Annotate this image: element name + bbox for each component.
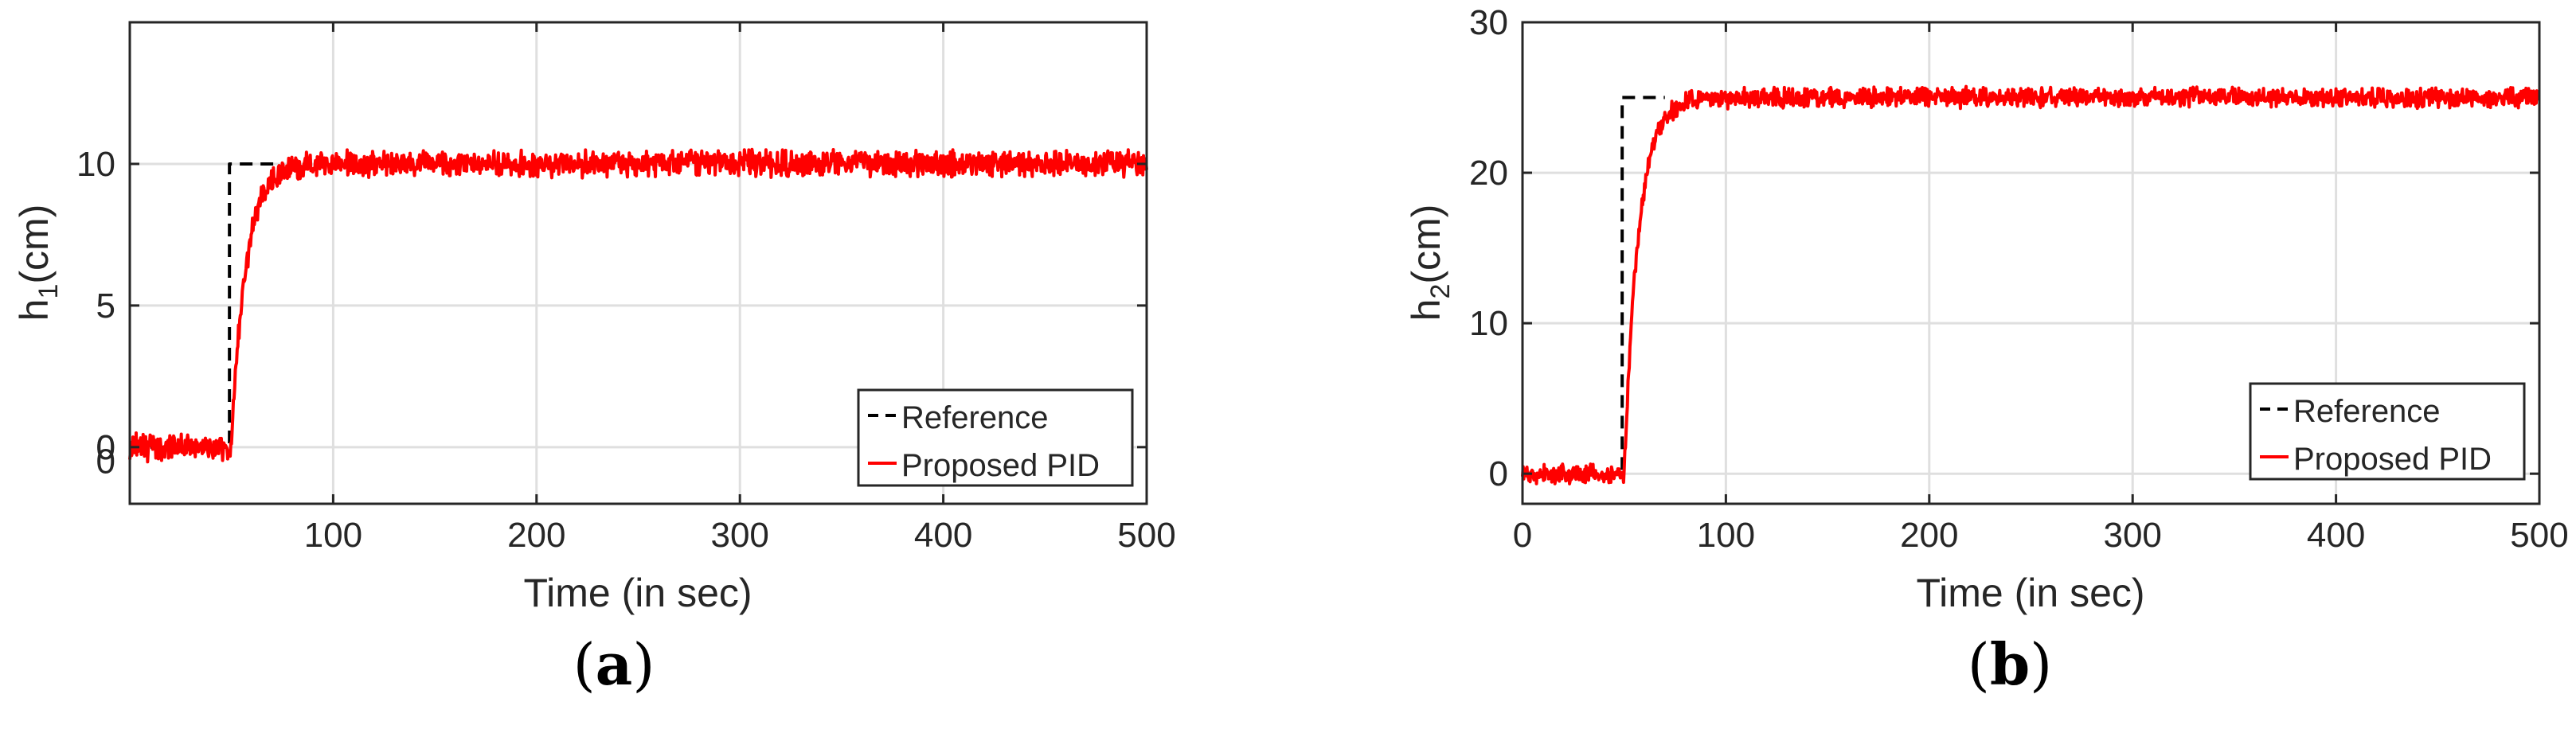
chart-a-ylabel-base: h: [12, 299, 57, 322]
chart-a-xtick-label: 400: [914, 516, 972, 555]
chart-a-legend-reference-label: Reference: [901, 400, 1049, 435]
chart-b-legend-box: [2249, 382, 2526, 481]
chart-a-ytick-label: 0: [96, 443, 115, 482]
chart-b-legend-reference-label: Reference: [2293, 394, 2441, 429]
chart-b-xtick-label: 400: [2307, 516, 2365, 555]
chart-panel-b: 0 100 200 300 400 500 0 10 20 30 Time (in sec) h2…: [1404, 3, 2569, 615]
chart-b-xtick-label: 200: [1900, 516, 1958, 555]
chart-b-ylabel-base: h: [1404, 299, 1448, 322]
chart-a-ytick-label: 0: [96, 428, 115, 467]
chart-b-plot-frame: [1521, 21, 2541, 505]
chart-a-xlabel: Time (in sec): [523, 571, 752, 615]
chart-a-legend-box: [857, 388, 1134, 487]
chart-a-series-proposed-pid-line: [128, 147, 1148, 464]
chart-a-plot-frame: [128, 21, 1148, 505]
caption-b: (b): [1967, 630, 2053, 698]
chart-a-xtick-label: 300: [710, 516, 768, 555]
caption-a-letter: a: [595, 630, 633, 698]
chart-b-series: [1521, 84, 2541, 485]
chart-b-ytick-label: 20: [1469, 154, 1508, 193]
chart-a-ytick-label: 10: [76, 145, 115, 184]
chart-b-legend: Reference Proposed PID: [2249, 382, 2526, 481]
chart-b-xtick-label: 100: [1697, 516, 1755, 555]
chart-a-legend: Reference Proposed PID: [857, 388, 1134, 487]
chart-b-ylabel-unit: (cm): [1404, 205, 1448, 284]
chart-b-xtick-label: 500: [2510, 516, 2568, 555]
chart-b-ylabel-sub: 2: [1425, 284, 1456, 299]
chart-b-xlabel: Time (in sec): [1916, 571, 2144, 615]
chart-b-series-proposed-pid-line: [1521, 84, 2541, 485]
chart-b-xtick-label: 300: [2103, 516, 2161, 555]
chart-a-xtick-label: 200: [507, 516, 565, 555]
chart-b-series-reference-line: [1523, 96, 1665, 476]
chart-b-ytick-label: 10: [1469, 304, 1508, 343]
chart-a-ylabel-unit: (cm): [12, 205, 57, 284]
caption-b-letter: b: [1989, 630, 2031, 698]
chart-a-ylabel: h1(cm): [12, 205, 64, 322]
chart-b-legend-pid-label: Proposed PID: [2293, 442, 2492, 477]
chart-a-xtick-label: 500: [1117, 516, 1175, 555]
chart-a-xtick-label: 100: [304, 516, 362, 555]
chart-b-ticks: 0 100 200 300 400 500 0 10 20 30: [1469, 3, 2569, 555]
chart-b-ylabel: h2(cm): [1404, 205, 1456, 322]
chart-b-ytick-label: 30: [1469, 3, 1508, 42]
chart-a-series: [128, 147, 1148, 464]
chart-a-ytick-label: 5: [96, 287, 115, 326]
chart-b-xtick-label: 0: [1513, 516, 1532, 555]
chart-a-legend-pid-label: Proposed PID: [901, 448, 1100, 483]
chart-b-ytick-label: 0: [1489, 454, 1508, 493]
caption-a: (a): [573, 630, 655, 698]
chart-a-ytick-label: 0: [96, 428, 115, 467]
chart-a-ylabel-sub: 1: [33, 284, 64, 299]
